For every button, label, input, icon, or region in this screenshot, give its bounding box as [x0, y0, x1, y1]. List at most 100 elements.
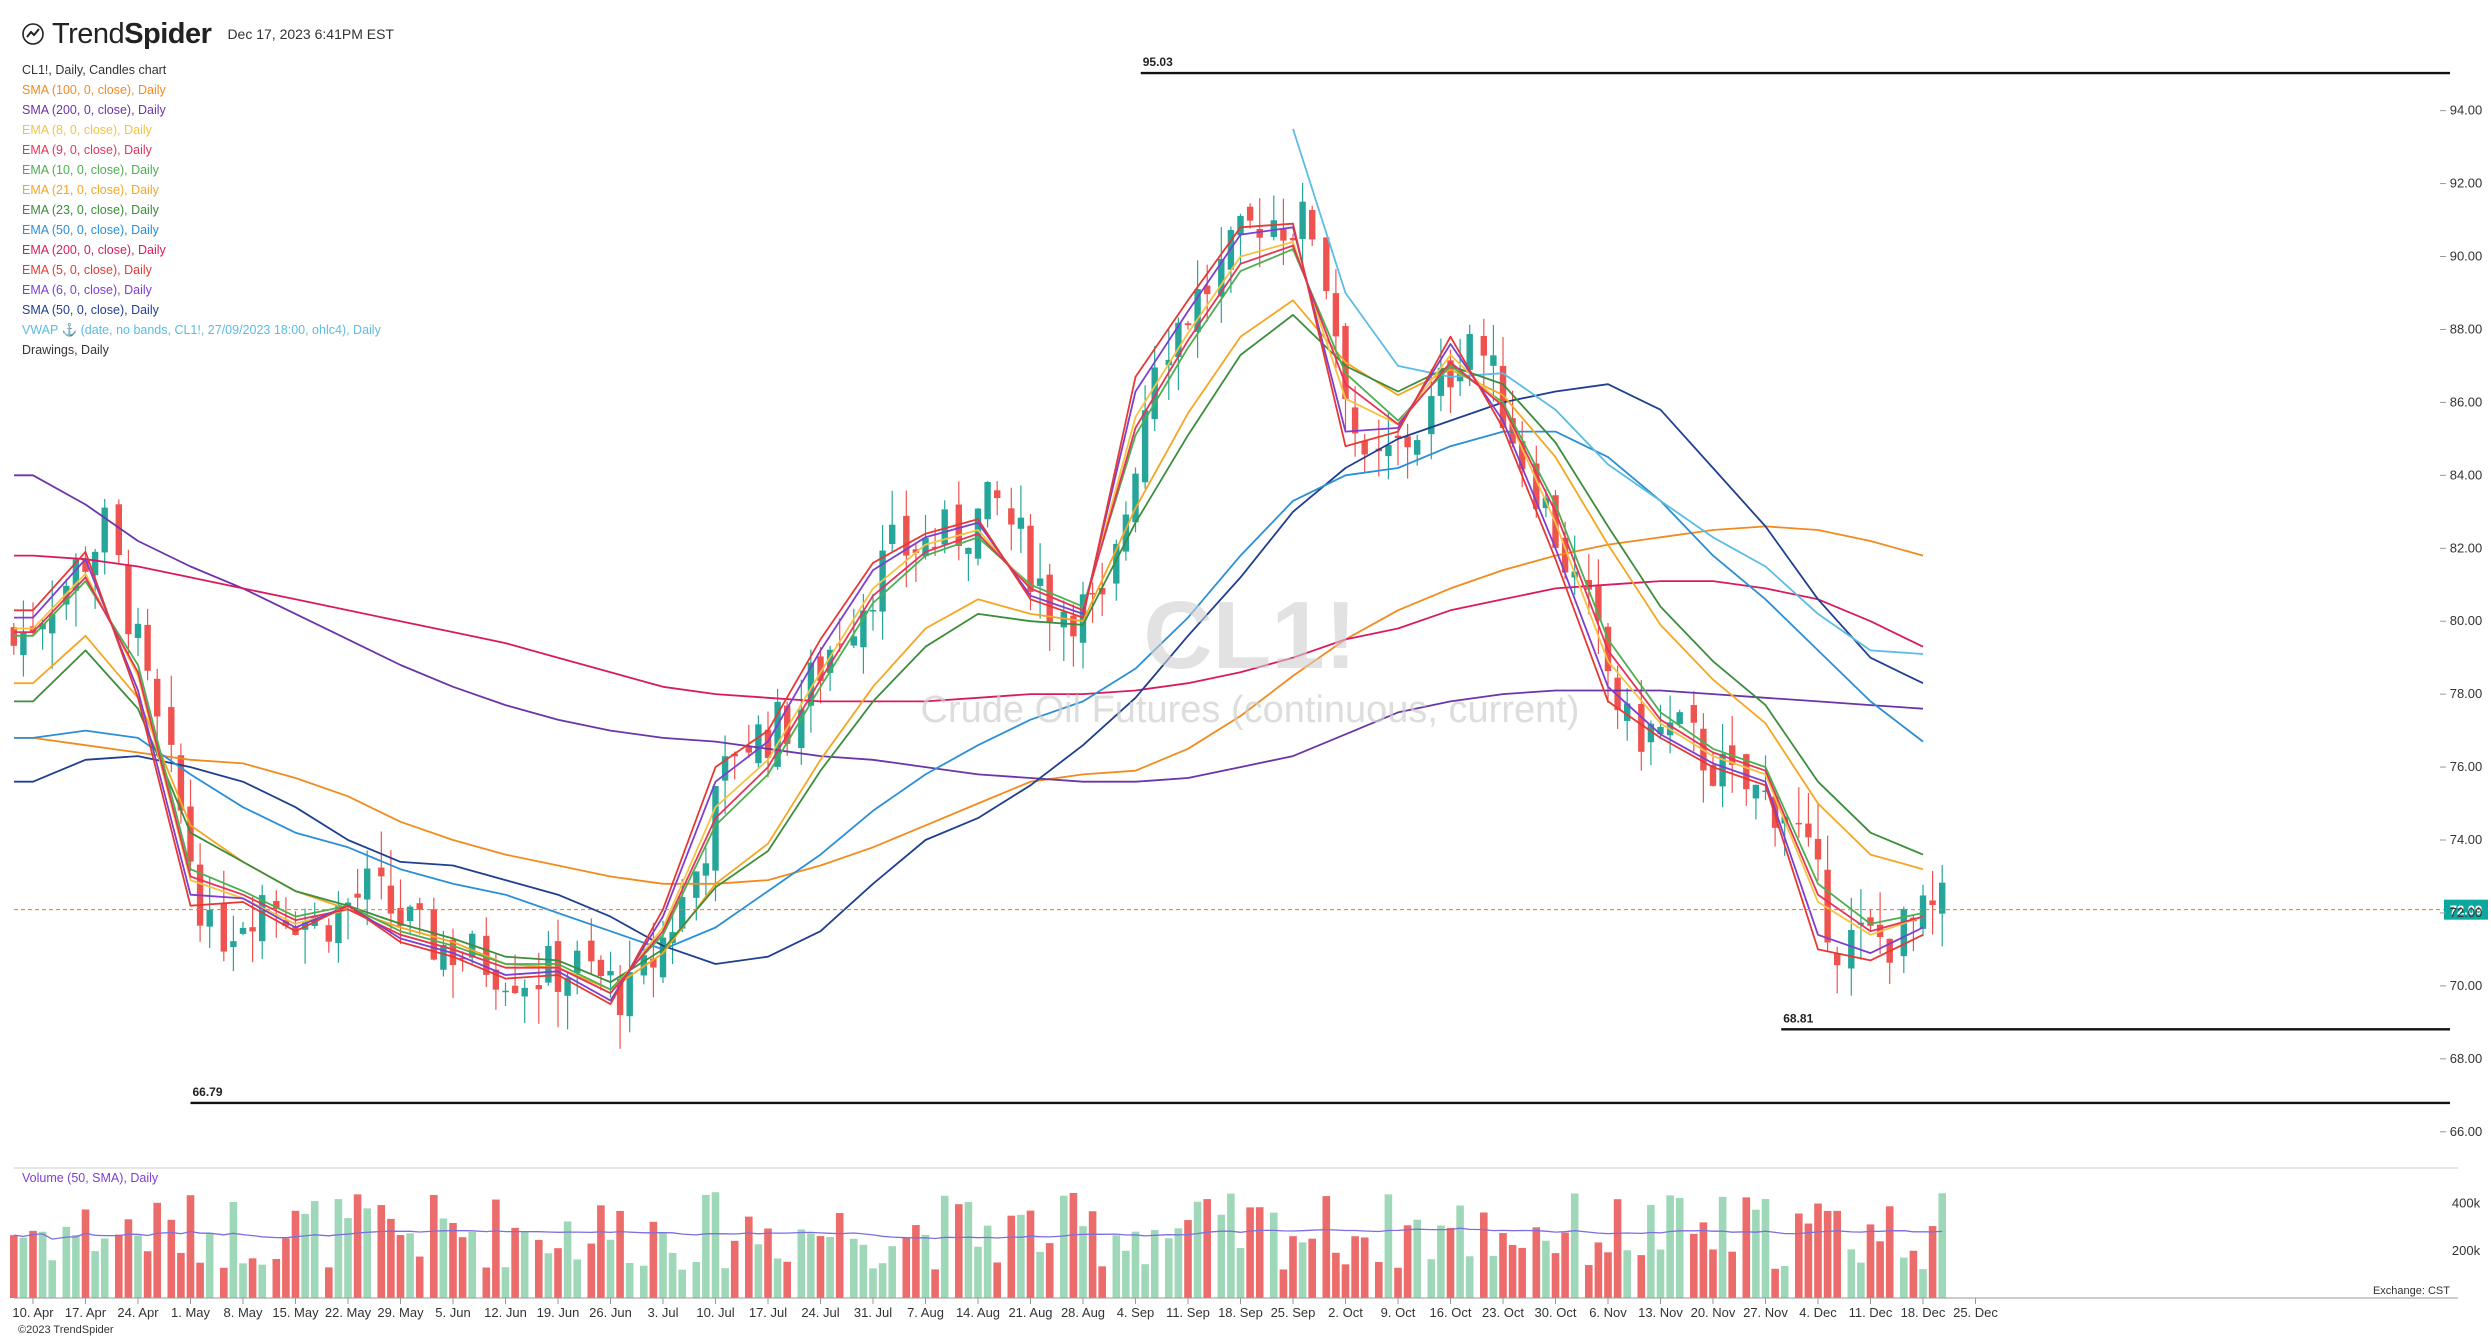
volume-bar	[1131, 1231, 1140, 1298]
volume-bar	[1675, 1197, 1684, 1298]
level-label: 66.79	[193, 1085, 223, 1099]
volume-bar	[1489, 1255, 1498, 1298]
volume-bar	[1184, 1220, 1192, 1298]
indicator-lines	[14, 128, 1924, 1005]
volume-bar	[1217, 1214, 1226, 1298]
x-tick-label: 12. Jun	[484, 1305, 527, 1320]
candle-body	[554, 941, 562, 992]
x-tick-label: 20. Nov	[1691, 1305, 1736, 1320]
candle-body	[774, 701, 781, 767]
volume-bar	[850, 1238, 858, 1298]
y-tick-label: 86.00	[2450, 394, 2483, 409]
legend-item[interactable]: EMA (50, 0, close), Daily	[22, 223, 159, 237]
volume-bar	[668, 1252, 677, 1298]
legend-item[interactable]: EMA (10, 0, close), Daily	[22, 163, 159, 177]
x-tick-label: 19. Jun	[537, 1305, 580, 1320]
x-tick-label: 29. May	[377, 1305, 424, 1320]
candle-body	[1480, 335, 1487, 356]
volume-bar	[1227, 1193, 1235, 1298]
legend-item[interactable]: EMA (6, 0, close), Daily	[22, 283, 152, 297]
x-tick-label: 15. May	[272, 1305, 319, 1320]
legend-item[interactable]: EMA (23, 0, close), Daily	[22, 203, 159, 217]
candle-body	[1762, 790, 1769, 793]
legend-item[interactable]: EMA (200, 0, close), Daily	[22, 243, 166, 257]
legend-item[interactable]: EMA (21, 0, close), Daily	[22, 183, 159, 197]
candle-body	[1027, 525, 1034, 592]
series-ema-6	[14, 226, 1924, 1002]
volume-bar	[659, 1232, 667, 1298]
volume-bar	[62, 1226, 71, 1298]
volume-bar	[807, 1233, 815, 1298]
volume-bar	[406, 1233, 414, 1298]
candle-body	[659, 937, 667, 978]
candle-body	[1595, 585, 1602, 621]
candle-body	[49, 614, 56, 634]
candle-body	[325, 925, 332, 942]
x-tick-label: 9. Oct	[1381, 1305, 1416, 1320]
volume-bar	[1122, 1250, 1130, 1298]
series-vwap	[1292, 128, 1924, 655]
volume-bar	[625, 1262, 634, 1298]
volume-sma-line	[13, 1227, 1943, 1240]
volume-bar	[100, 1238, 109, 1298]
volume-bar	[1928, 1226, 1937, 1298]
volume-bar	[134, 1235, 142, 1298]
series-ema-21	[14, 299, 1924, 991]
candle-body	[1132, 473, 1139, 523]
volume-bar	[1255, 1207, 1264, 1298]
candle-body	[335, 904, 342, 943]
series-ema-23	[14, 313, 1924, 984]
axes: CL1!Crude Oil Futures (continuous, curre…	[12, 103, 2488, 1320]
candle-body	[168, 707, 175, 745]
volume-bar	[1666, 1195, 1674, 1298]
legend-item[interactable]: Drawings, Daily	[22, 343, 109, 357]
volume-bar	[745, 1216, 753, 1298]
volume-bar	[888, 1246, 896, 1298]
legend-item[interactable]: VWAP ⚓ (date, no bands, CL1!, 27/09/2023…	[22, 323, 381, 337]
candle-body	[889, 524, 896, 544]
volume-bar	[1203, 1199, 1211, 1298]
candle-body	[1008, 508, 1015, 525]
volume-bar	[1088, 1211, 1097, 1298]
volume-bar	[19, 1237, 28, 1298]
candle-body	[397, 908, 404, 926]
x-tick-label: 8. May	[223, 1305, 263, 1320]
volume-bar	[396, 1235, 405, 1298]
volume-bar	[783, 1261, 791, 1298]
volume-bar	[1141, 1264, 1149, 1298]
candle-body	[1814, 838, 1822, 860]
volume-bar	[1279, 1269, 1288, 1298]
x-tick-label: 18. Sep	[1218, 1305, 1263, 1320]
candle-body	[177, 755, 185, 811]
legend-item[interactable]: SMA (100, 0, close), Daily	[22, 83, 166, 97]
volume-bar	[153, 1202, 161, 1298]
volume-bar	[72, 1234, 80, 1298]
legend-item[interactable]: SMA (200, 0, close), Daily	[22, 103, 166, 117]
brand-name: TrendSpider	[52, 17, 212, 50]
volume-bar	[449, 1223, 457, 1298]
volume-bar	[81, 1209, 90, 1298]
legend-item[interactable]: SMA (50, 0, close), Daily	[22, 303, 159, 317]
copyright: ©2023 TrendSpider	[18, 1324, 114, 1336]
volume-bar	[1761, 1198, 1770, 1298]
candle-body	[912, 549, 920, 553]
candle-body	[1151, 367, 1158, 420]
volume-bar	[859, 1244, 868, 1298]
volume-bar	[1823, 1210, 1832, 1298]
volume-bar	[1795, 1213, 1803, 1298]
candle-body	[1533, 463, 1540, 510]
legend-item[interactable]: EMA (8, 0, close), Daily	[22, 123, 152, 137]
volume-bar	[1360, 1237, 1369, 1298]
legend-item[interactable]: EMA (5, 0, close), Daily	[22, 263, 152, 277]
legend-item[interactable]: CL1!, Daily, Candles chart	[22, 63, 167, 77]
last-price-label: 72.09	[2450, 903, 2483, 918]
horizontal-levels[interactable]: 95.03 68.81 66.79	[190, 55, 2451, 1105]
volume-bar	[711, 1192, 720, 1298]
volume-bar	[1647, 1204, 1655, 1298]
volume-bar	[826, 1237, 834, 1298]
legend-item[interactable]: EMA (9, 0, close), Daily	[22, 143, 152, 157]
y-tick-label: 72.00	[2450, 905, 2483, 920]
candle-body	[1060, 611, 1067, 628]
last-price-tag	[2444, 899, 2488, 920]
